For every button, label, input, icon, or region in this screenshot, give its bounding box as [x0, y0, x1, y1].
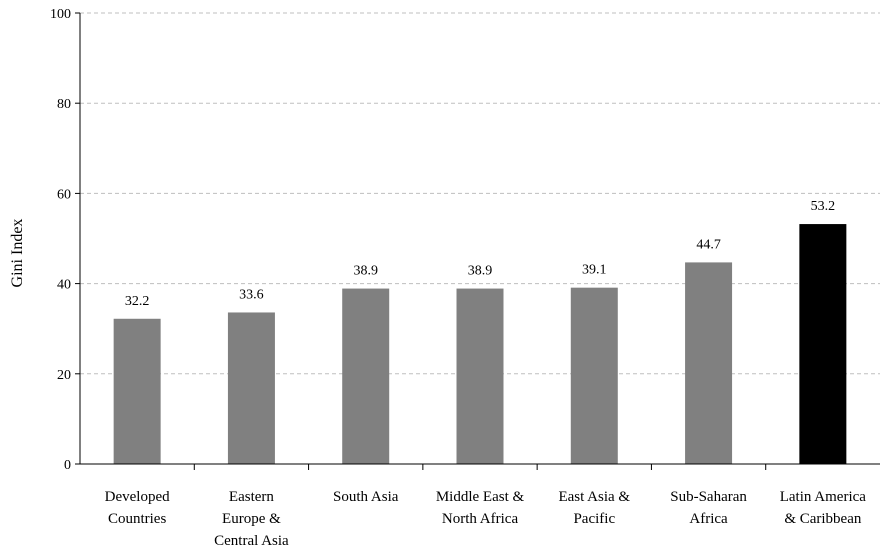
- x-tick-label: Developed Countries: [105, 489, 170, 527]
- bar: [456, 288, 504, 464]
- y-axis-title: Gini Index: [9, 219, 26, 288]
- axes: [75, 12, 880, 470]
- x-tick-label: Eastern Europe & Central Asia: [214, 489, 289, 549]
- y-tick-label: 60: [57, 187, 71, 202]
- data-label: 53.2: [811, 199, 836, 214]
- y-tick-label: 0: [64, 458, 71, 473]
- data-label: 44.7: [696, 237, 721, 252]
- bars: [113, 224, 847, 464]
- x-tick-label: South Asia: [333, 489, 399, 505]
- y-tick-label: 100: [50, 7, 71, 22]
- y-tick-label: 80: [57, 97, 71, 112]
- data-label: 39.1: [582, 263, 607, 278]
- bar: [799, 224, 847, 464]
- bar: [113, 318, 161, 464]
- data-label: 32.2: [125, 294, 150, 309]
- x-tick-label: Sub-Saharan Africa: [670, 489, 747, 527]
- bar: [570, 287, 618, 464]
- y-tick-label: 40: [57, 278, 71, 293]
- gridlines: [80, 12, 880, 375]
- data-label: 38.9: [353, 264, 378, 279]
- bar: [227, 312, 275, 464]
- x-tick-label: Latin America & Caribbean: [780, 489, 867, 527]
- bar: [342, 288, 390, 464]
- labels: 0 20 40 60 80 100 32.2 Developed Countries 33.6 Ea…: [50, 7, 866, 549]
- data-label: 38.9: [468, 264, 493, 279]
- data-label: 33.6: [239, 287, 264, 302]
- x-tick-label: Middle East & North Africa: [436, 489, 525, 527]
- bar: [685, 262, 733, 464]
- y-tick-label: 20: [57, 368, 71, 383]
- x-tick-label: East Asia & Pacific: [558, 489, 630, 527]
